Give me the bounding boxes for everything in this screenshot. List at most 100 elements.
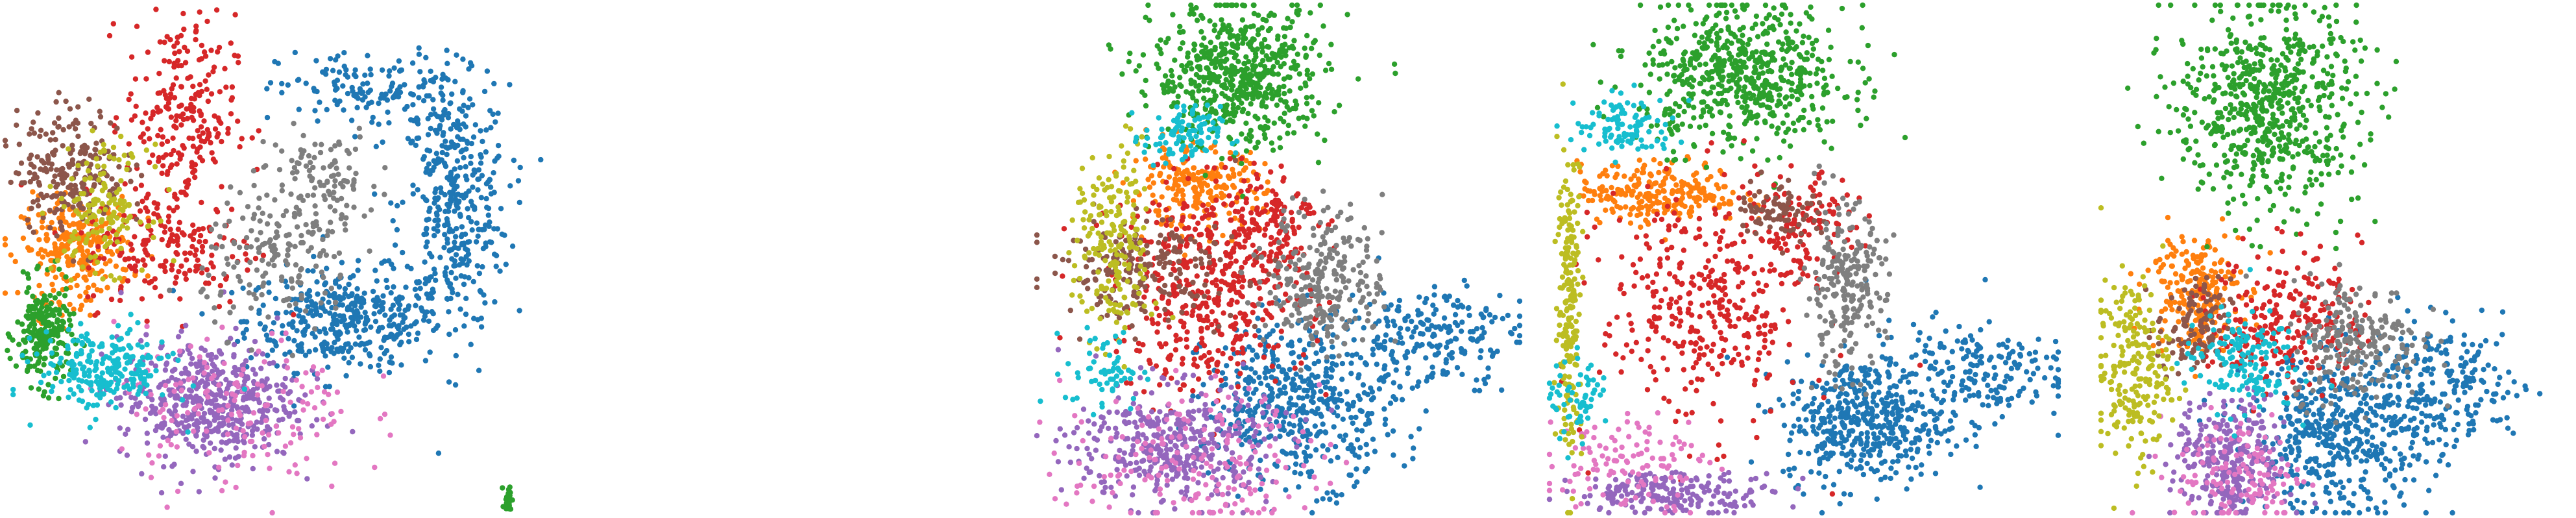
data-point [249, 228, 254, 234]
data-point [79, 230, 84, 236]
data-point [292, 176, 298, 182]
data-point [1192, 188, 1198, 194]
data-point [145, 49, 151, 55]
data-point [509, 243, 516, 249]
data-point [1276, 84, 1282, 90]
data-point [352, 134, 358, 140]
data-point [483, 149, 489, 155]
data-point [400, 199, 406, 205]
data-point [95, 243, 101, 250]
data-point [259, 378, 265, 384]
data-point [1396, 297, 1403, 304]
data-point [414, 279, 420, 285]
data-point [216, 304, 223, 310]
data-point [370, 114, 376, 121]
data-point [1429, 364, 1435, 370]
data-point [1224, 56, 1230, 62]
data-point [191, 412, 197, 417]
data-point [1219, 370, 1226, 376]
data-point [294, 471, 300, 476]
data-point [1189, 66, 1195, 72]
data-point [76, 377, 82, 383]
data-point [455, 134, 461, 140]
scatter-panel-2 [1032, 0, 1525, 518]
data-point [106, 32, 113, 39]
data-point [24, 290, 30, 295]
data-point [1243, 54, 1249, 60]
data-point [59, 340, 66, 346]
data-point [228, 111, 234, 117]
data-point [278, 277, 285, 284]
data-point [408, 140, 414, 146]
data-point [40, 215, 46, 221]
data-point [160, 163, 166, 169]
data-point [1301, 449, 1307, 456]
data-point [1257, 90, 1263, 97]
data-point [454, 226, 459, 232]
data-point [20, 269, 26, 275]
data-point [200, 130, 206, 136]
data-point [279, 90, 285, 95]
data-point [27, 156, 32, 162]
data-point [1294, 51, 1300, 57]
data-point [1309, 45, 1315, 51]
data-point [1165, 89, 1171, 95]
data-point [1433, 324, 1439, 330]
data-point [185, 410, 191, 416]
data-point [426, 148, 433, 154]
data-point [507, 489, 513, 495]
data-point [380, 373, 387, 379]
data-point [167, 432, 174, 439]
data-point [171, 388, 177, 394]
data-point [119, 446, 125, 452]
data-point [334, 197, 340, 203]
data-point [196, 489, 202, 495]
data-point [1357, 445, 1363, 450]
data-point [345, 349, 352, 354]
data-point [103, 261, 109, 267]
data-point [34, 343, 40, 349]
data-point [1230, 105, 1236, 112]
data-point [1133, 68, 1139, 74]
data-point [497, 268, 503, 274]
data-point [232, 397, 237, 404]
data-point [56, 299, 62, 305]
data-point [147, 410, 154, 416]
data-point [1212, 22, 1218, 28]
data-point [269, 510, 275, 516]
data-point [241, 378, 248, 384]
data-point [455, 291, 461, 297]
data-point [234, 373, 239, 378]
data-point [256, 128, 261, 134]
data-point [130, 255, 137, 262]
data-point [374, 295, 380, 301]
data-point [315, 118, 321, 124]
data-point [152, 427, 159, 434]
data-point [77, 240, 82, 246]
data-point [151, 211, 157, 217]
data-point [339, 212, 345, 218]
data-point [240, 330, 247, 336]
data-point [199, 56, 204, 62]
data-point [191, 96, 197, 102]
data-point [79, 257, 84, 263]
data-point [267, 465, 273, 471]
data-point [1177, 386, 1183, 393]
data-point [1211, 165, 1217, 171]
data-point [70, 338, 76, 344]
data-point [310, 364, 317, 370]
data-point [100, 276, 106, 282]
data-point [127, 386, 132, 392]
data-point [1385, 432, 1391, 438]
data-point [151, 219, 156, 225]
data-point [290, 324, 296, 330]
data-point [1291, 38, 1297, 43]
data-point [1182, 169, 1187, 175]
data-point [80, 366, 86, 372]
data-point [38, 379, 44, 386]
data-point [96, 177, 102, 183]
data-point [234, 405, 241, 412]
data-point [273, 142, 278, 148]
series-3 [1106, 2, 1398, 199]
data-point [91, 236, 97, 242]
